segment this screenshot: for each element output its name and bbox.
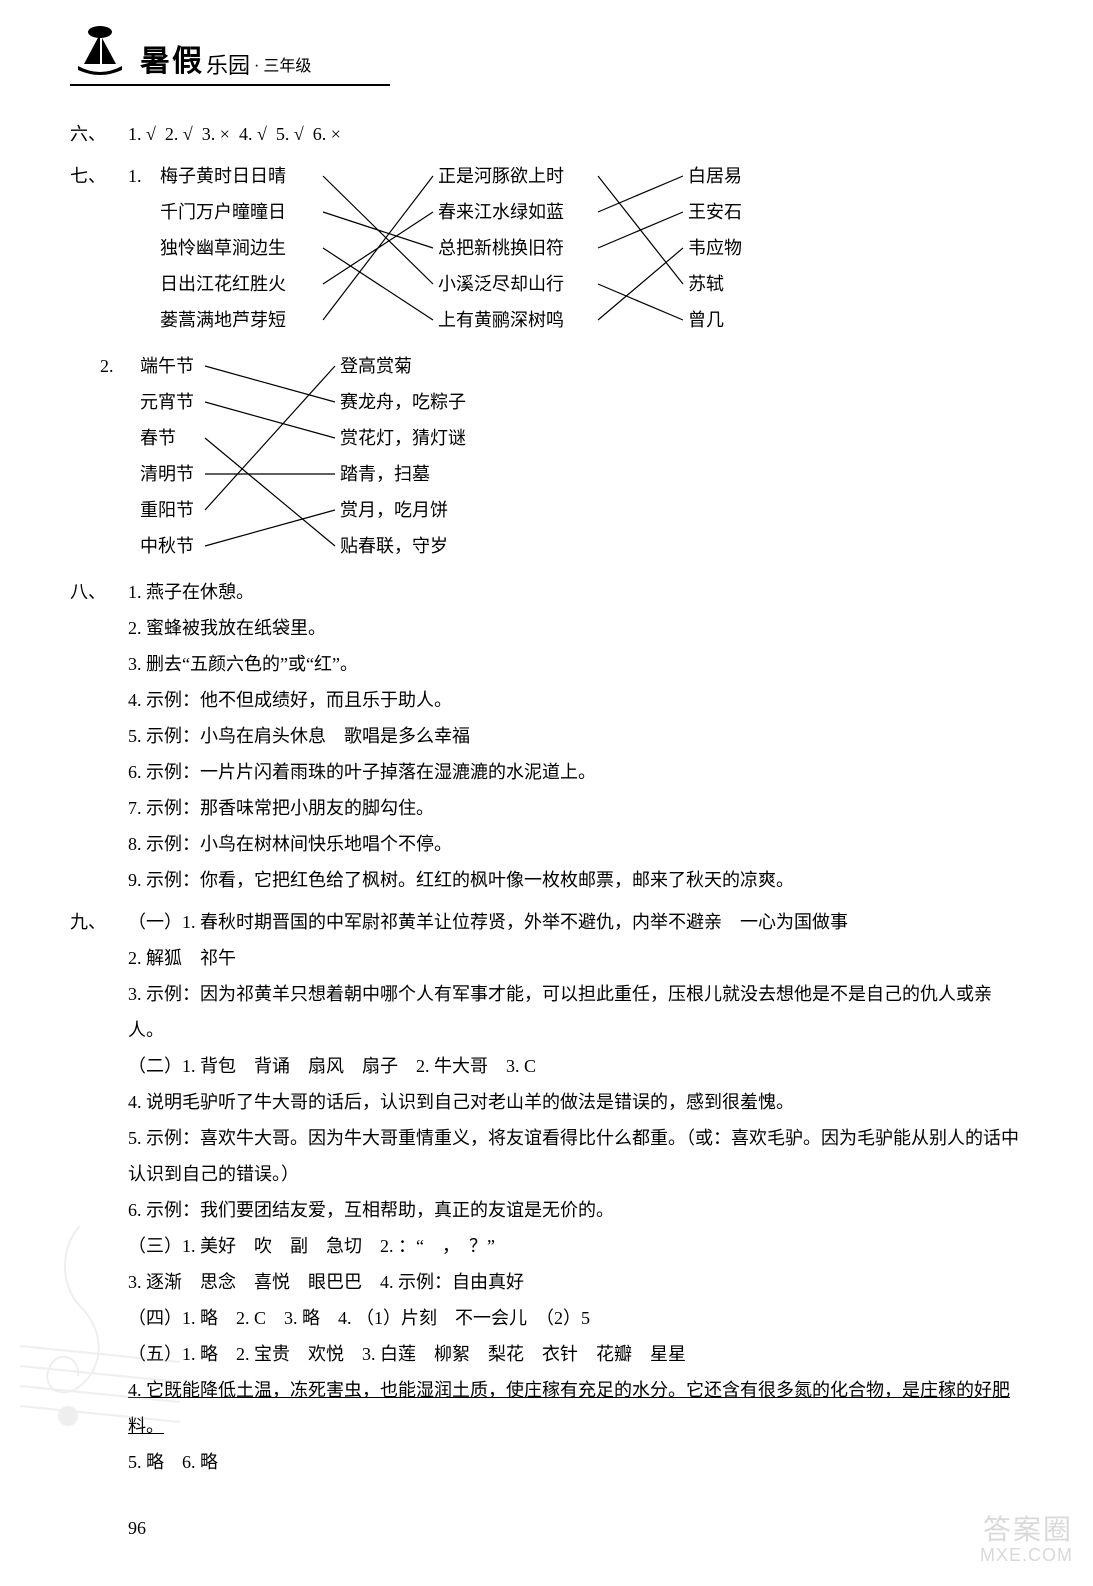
sailboat-icon [70,20,130,80]
content: 六、 1. √ 2. √ 3. × 4. √ 5. √ 6. × 七、 1. 梅… [70,116,1023,1546]
s8-2: 3. 删去“五颜六色的”或“红”。 [70,646,1023,682]
title-main: 暑假 [140,36,204,80]
s9p5-u: 4. 它既能降低土温，冻死害虫，也能湿润土质，使庄稼有充足的水分。它还含有很多氮… [70,1372,1023,1444]
s9p2-3: 6. 示例：我们要团结友爱，互相帮助，真正的友谊是无价的。 [70,1192,1023,1228]
s9p5-0: 1. 略 2. 宝贵 欢悦 3. 白莲 柳絮 梨花 衣针 花瓣 星星 [182,1336,686,1372]
match-lines-1 [128,158,828,348]
page-number: 96 [70,1510,1023,1546]
s9p1-lbl: （一） [128,904,182,940]
treble-clef-bg-icon [20,1206,180,1466]
s6-i5: 6. × [313,116,341,152]
s6-i3: 4. √ [239,116,267,152]
s8-0: 1. 燕子在休憩。 [128,574,254,610]
s9p3-0: 1. 美好 吹 副 急切 2. ：“ ， ？” [182,1228,495,1264]
section-9: 九、 （一） 1. 春秋时期晋国的中军尉祁黄羊让位荐贤，外举不避仇，内举不避亲 … [70,904,1023,1480]
s6-i4: 5. √ [276,116,304,152]
s8-6: 7. 示例：那香味常把小朋友的脚勾住。 [70,790,1023,826]
s8-1: 2. 蜜蜂被我放在纸袋里。 [70,610,1023,646]
s9p1-1: 2. 解狐 祁午 [70,940,1023,976]
s9p2-lbl: （二） [128,1048,182,1084]
wm2: MXE.COM [980,1546,1073,1566]
s9p2-1: 4. 说明毛驴听了牛大哥的话后，认识到自己对老山羊的做法是错误的，感到很羞愧。 [70,1084,1023,1120]
page-header: 暑假 乐园 · 三年级 [70,20,390,86]
match-lines-2 [100,348,600,568]
matching-festivals: 端午节 元宵节 春节 清明节 重阳节 中秋节 登高赏菊 赛龙舟，吃粽子 赏花灯，… [100,348,1023,568]
page: 暑假 乐园 · 三年级 六、 1. √ 2. √ 3. × 4. √ 5. √ … [0,0,1093,1586]
s6-i2: 3. × [202,116,230,152]
s9p2-0: 1. 背包 背诵 扇风 扇子 2. 牛大哥 3. C [182,1048,536,1084]
s9p4-0: 1. 略 2. C 3. 略 4. （1）片刻 不一会儿 （2）5 [182,1300,590,1336]
section-6-label: 六、 [70,116,128,152]
s6-i0: 1. √ [128,116,156,152]
section-8: 八、 1. 燕子在休憩。 2. 蜜蜂被我放在纸袋里。 3. 删去“五颜六色的”或… [70,574,1023,898]
s9p3-1: 3. 逐渐 思念 喜悦 眼巴巴 4. 示例：自由真好 [70,1264,1023,1300]
s9p1-2: 3. 示例：因为祁黄羊只想着朝中哪个人有军事才能，可以担此重任，压根儿就没去想他… [70,976,1023,1048]
s6-i1: 2. √ [165,116,193,152]
section-8-label: 八、 [70,574,128,610]
matching-poems: 梅子黄时日日晴 千门万户曈曈日 独怜幽草涧边生 日出江花红胜火 蒌蒿满地芦芽短 … [128,158,1023,348]
s8-7: 8. 示例：小鸟在树林间快乐地唱个不停。 [70,826,1023,862]
s9p5-t: 5. 略 6. 略 [70,1444,1023,1480]
s9p2-2: 5. 示例：喜欢牛大哥。因为牛大哥重情重义，将友谊看得比什么都重。（或：喜欢毛驴… [70,1120,1023,1192]
wm1: 答案圈 [980,1515,1073,1546]
s8-5: 6. 示例：一片片闪着雨珠的叶子掉落在湿漉漉的水泥道上。 [70,754,1023,790]
section-7-label: 七、 [70,158,128,194]
watermark: 答案圈 MXE.COM [980,1515,1073,1566]
s8-3: 4. 示例：他不但成绩好，而且乐于助人。 [70,682,1023,718]
title-grade: · 三年级 [254,52,311,80]
section-6: 六、 1. √ 2. √ 3. × 4. √ 5. √ 6. × [70,116,1023,152]
section-9-label: 九、 [70,904,128,940]
s8-8: 9. 示例：你看，它把红色给了枫树。红红的枫叶像一枚枚邮票，邮来了秋天的凉爽。 [70,862,1023,898]
s8-4: 5. 示例：小鸟在肩头休息 歌唱是多么幸福 [70,718,1023,754]
title-sub: 乐园 [206,48,250,80]
s9p1-0: 1. 春秋时期晋国的中军尉祁黄羊让位荐贤，外举不避仇，内举不避亲 一心为国做事 [182,904,848,940]
